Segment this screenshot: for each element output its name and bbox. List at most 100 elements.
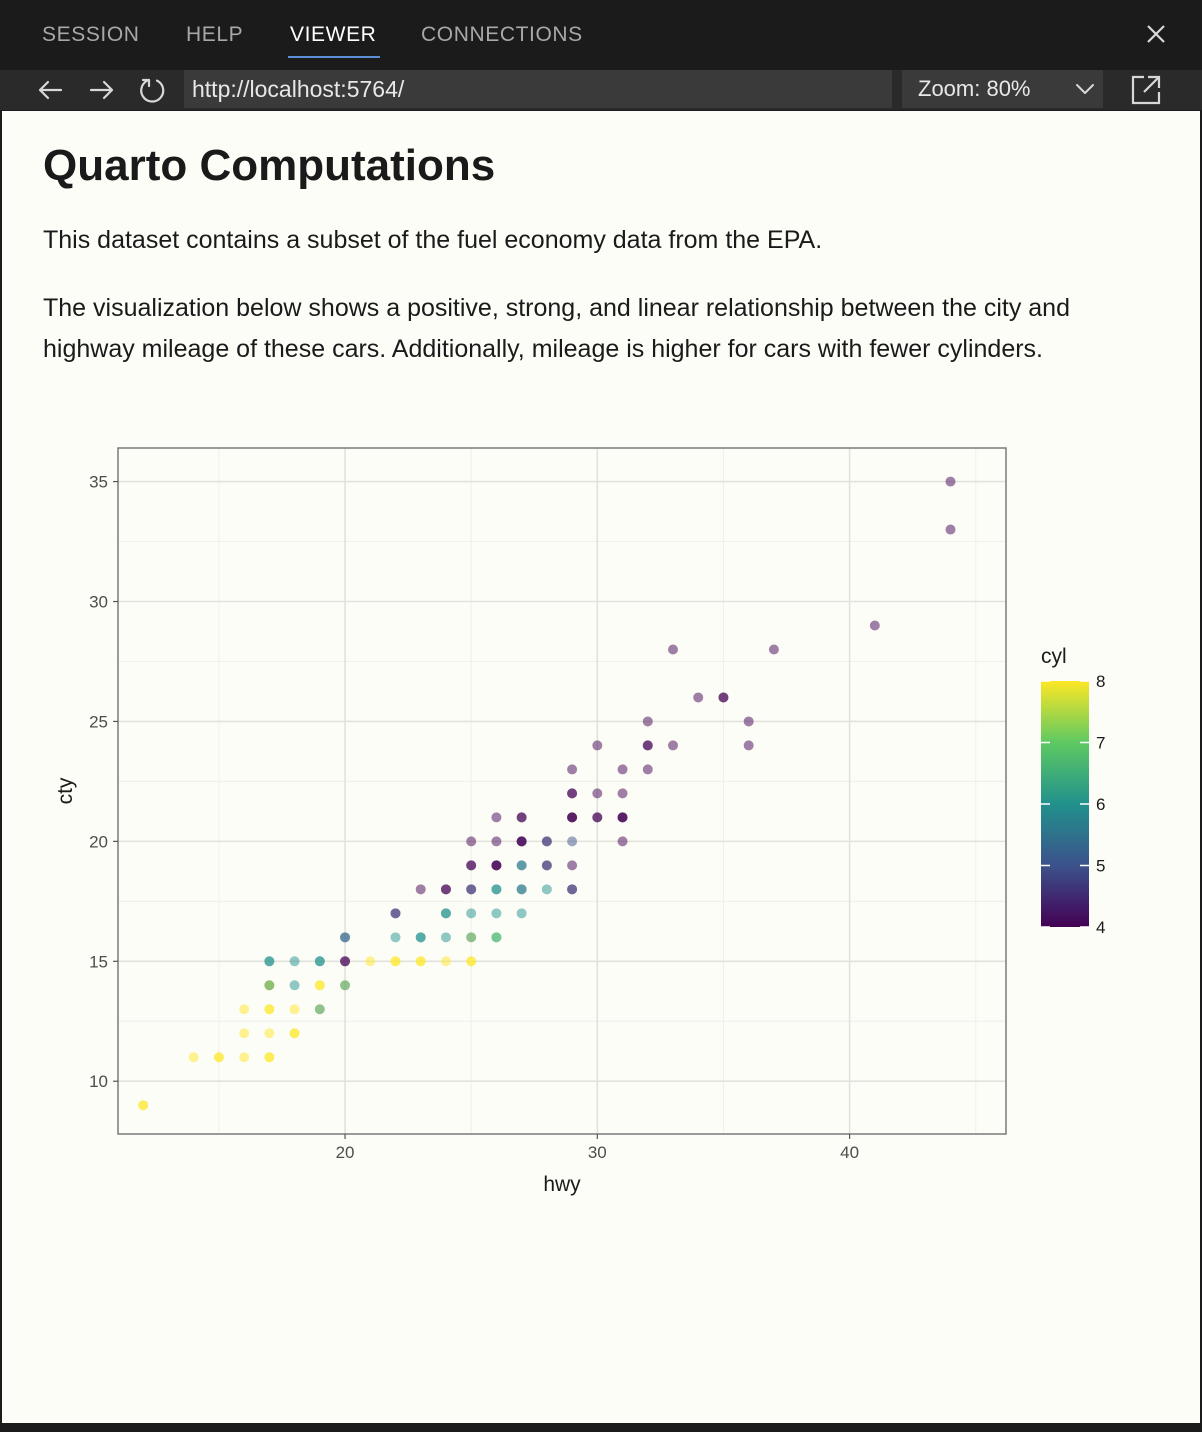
data-point [617, 812, 628, 823]
y-tick-label: 15 [89, 952, 108, 971]
viewer-content: Quarto Computations This dataset contain… [2, 111, 1200, 1423]
data-point [440, 884, 451, 895]
x-axis-label: hwy [543, 1173, 581, 1196]
data-point [642, 764, 653, 775]
url-input[interactable] [184, 70, 892, 108]
data-point [567, 812, 578, 823]
y-tick-label: 10 [89, 1072, 108, 1091]
data-point [415, 932, 426, 943]
data-point [642, 716, 653, 727]
data-point [718, 692, 729, 703]
data-point [365, 956, 376, 967]
data-point [415, 956, 426, 967]
data-point [239, 1004, 250, 1015]
data-point [491, 812, 502, 823]
data-point [516, 908, 527, 919]
data-point [516, 812, 527, 823]
data-point [264, 1052, 275, 1063]
zoom-select[interactable]: Zoom: 80% [902, 70, 1103, 108]
data-point [466, 908, 477, 919]
arrow-left-icon[interactable] [34, 74, 66, 106]
data-point [440, 908, 451, 919]
legend-tick-label: 8 [1096, 672, 1105, 691]
data-points [138, 476, 956, 1111]
y-tick-label: 25 [89, 712, 108, 731]
data-point [213, 1052, 224, 1063]
data-point [668, 644, 678, 655]
intro-paragraph: This dataset contains a subset of the fu… [43, 226, 823, 254]
tab-help[interactable]: HELP [186, 23, 244, 46]
plot-panel-border [117, 447, 1007, 1135]
data-point [390, 932, 401, 943]
data-point [188, 1052, 199, 1063]
reload-icon[interactable] [137, 74, 169, 106]
data-point [440, 932, 451, 943]
tab-viewer[interactable]: VIEWER [287, 0, 381, 70]
data-point [516, 860, 527, 871]
data-point [466, 932, 477, 943]
data-point [491, 884, 502, 895]
data-point [541, 884, 552, 895]
data-point [264, 1004, 275, 1015]
data-point [239, 1052, 250, 1063]
data-point [491, 908, 502, 919]
data-point [340, 980, 351, 991]
close-icon[interactable] [1142, 20, 1170, 48]
y-axis-label: cty [54, 777, 77, 804]
legend-tick-label: 4 [1096, 918, 1105, 937]
data-point [945, 476, 956, 487]
data-point [945, 524, 956, 535]
chevron-down-icon [1076, 84, 1094, 94]
data-point [289, 1004, 300, 1015]
data-point [592, 788, 603, 799]
data-point [289, 980, 300, 991]
data-point [541, 860, 552, 871]
legend-tick-label: 6 [1096, 795, 1105, 814]
description-paragraph: The visualization below shows a positive… [43, 294, 1070, 363]
data-point [314, 980, 325, 991]
tab-session[interactable]: SESSION [42, 23, 140, 46]
pane-tab-bar: SESSION HELP VIEWER CONNECTIONS [0, 0, 1202, 70]
arrow-right-icon[interactable] [86, 74, 118, 106]
data-point [617, 788, 628, 799]
data-point [743, 740, 754, 751]
data-point [617, 764, 628, 775]
data-point [138, 1100, 149, 1111]
data-point [340, 956, 351, 967]
legend-tick-label: 5 [1096, 857, 1105, 876]
scatter-chart: 20 30 40 10 15 20 25 30 35 hwy cty cyl 4 5 6 7 8 [54, 447, 1105, 1196]
tab-connections[interactable]: CONNECTIONS [421, 23, 583, 46]
data-point [314, 1004, 325, 1015]
axis-ticks: 20 30 40 10 15 20 25 30 35 [89, 473, 859, 1162]
data-point [314, 956, 325, 967]
data-point [592, 740, 603, 751]
data-point [516, 884, 527, 895]
data-point [491, 932, 502, 943]
data-point [743, 716, 754, 727]
data-point [869, 620, 880, 631]
data-point [390, 908, 401, 919]
data-point [567, 764, 578, 775]
data-point [466, 956, 477, 967]
data-point [289, 956, 300, 967]
grid-lines [118, 448, 1006, 1134]
data-point [567, 788, 578, 799]
data-point [491, 860, 502, 871]
page-title: Quarto Computations [43, 141, 496, 190]
legend-tick-label: 7 [1096, 734, 1105, 753]
open-external-icon[interactable] [1128, 72, 1164, 108]
y-tick-label: 20 [89, 832, 108, 851]
zoom-label: Zoom: 80% [918, 76, 1031, 101]
data-point [390, 956, 401, 967]
y-tick-label: 30 [89, 593, 108, 612]
data-point [289, 1028, 300, 1039]
data-point [466, 836, 477, 847]
data-point [466, 884, 477, 895]
data-point [642, 740, 653, 751]
data-point [693, 692, 704, 703]
data-point [264, 980, 275, 991]
legend-title: cyl [1041, 645, 1067, 668]
data-point [567, 860, 578, 871]
data-point [340, 932, 351, 943]
bottom-edge [0, 1423, 1202, 1432]
